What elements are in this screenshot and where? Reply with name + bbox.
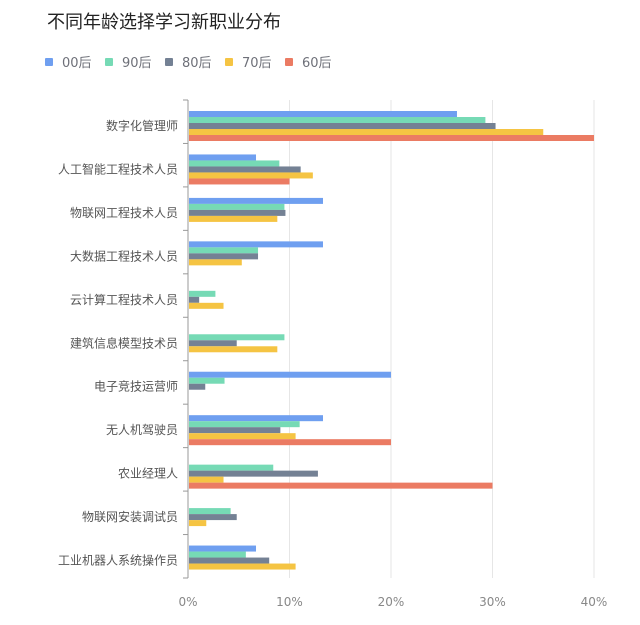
bar [189,209,286,216]
bar [189,433,296,440]
x-tick-label: 20% [378,595,405,609]
bar [189,241,323,248]
category-label: 无人机驾驶员 [106,422,178,437]
bar [189,123,496,129]
bar [189,117,486,123]
category-label: 人工智能工程技术人员 [58,161,178,176]
legend-item[interactable]: 60后 [285,52,345,71]
category-label: 农业经理人 [118,467,178,481]
bar [189,545,257,552]
bar [189,290,216,297]
bar [189,154,257,161]
bar [189,377,225,384]
bar [189,253,259,260]
legend-item[interactable]: 90后 [105,52,165,71]
bar [189,296,200,303]
bar [189,247,259,254]
bar [189,129,544,135]
legend-swatch [45,57,53,66]
bar [189,508,231,515]
bar [189,439,391,446]
legend-item[interactable]: 70后 [225,52,285,71]
bar [189,464,274,471]
category-label: 物联网安装调试员 [82,509,178,524]
category-label: 建筑信息模型技术员 [70,335,178,350]
x-tick-label: 30% [479,595,506,609]
legend-swatch [105,57,113,66]
bar [189,470,318,477]
bar [189,346,278,353]
bar [189,160,280,167]
legend-label: 00后 [62,56,92,71]
bar [189,178,290,185]
bar [189,203,285,210]
bar [189,383,206,390]
x-tick-label: 0% [178,595,197,609]
bar [189,551,246,558]
bar [189,215,278,222]
bar [189,427,281,434]
legend-swatch [165,57,173,66]
bar [189,172,313,179]
bar [189,476,224,483]
x-tick-label: 40% [581,595,608,609]
category-label: 工业机器人系统操作员 [58,553,178,568]
bar [189,166,301,173]
category-label: 大数据工程技术人员 [70,248,178,263]
bar [189,557,270,564]
category-label: 云计算工程技术人员 [70,292,178,307]
bar [189,520,207,527]
legend-item[interactable]: 00后 [45,52,105,71]
bar [189,334,285,341]
legend-label: 80后 [182,56,212,71]
legend-label: 70后 [242,56,272,71]
category-label: 数字化管理师 [106,118,178,133]
bar [189,302,224,309]
bar [189,197,323,204]
legend-swatch [225,57,233,66]
bar [189,415,323,422]
category-label: 物联网工程技术人员 [70,205,178,220]
legend-label: 60后 [302,56,332,71]
x-tick-label: 10% [276,595,303,609]
legend-item[interactable]: 80后 [165,52,225,71]
legend-swatch [285,57,293,66]
category-label: 电子竞技运营师 [94,380,178,394]
legend: 00后 90后 80后 70后 60后 [45,52,345,71]
bar [189,421,300,428]
bar [189,111,457,117]
bar [189,563,296,570]
bar [189,514,237,521]
bar [189,340,237,347]
bar [189,371,391,378]
bar [189,482,493,489]
chart-title: 不同年龄选择学习新职业分布 [47,12,281,33]
legend-label: 90后 [122,56,152,71]
bar [189,259,242,266]
bar [189,135,594,141]
